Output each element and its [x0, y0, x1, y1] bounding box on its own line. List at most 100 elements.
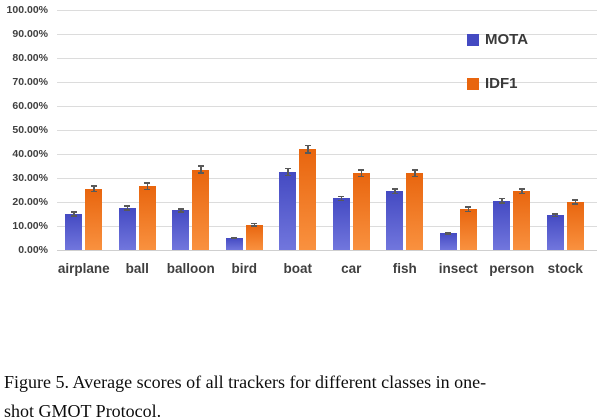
x-tick-label-bird: bird	[231, 261, 258, 276]
bar-idf1-balloon	[192, 165, 210, 250]
error-bar-cap-top	[251, 222, 258, 225]
error-bar-cap-top	[177, 208, 184, 210]
bar-idf1-stock	[566, 199, 584, 250]
error-bar-line	[447, 231, 449, 235]
bar-groups	[57, 10, 592, 250]
bar-mota-person	[493, 197, 511, 250]
gridline	[57, 250, 597, 251]
error-bar	[144, 182, 151, 191]
gridline	[57, 154, 597, 155]
figure-caption: Figure 5. Average scores of all trackers…	[4, 368, 597, 418]
error-bar	[251, 222, 258, 227]
x-tick-label-airplane: airplane	[57, 261, 110, 276]
gridline	[57, 58, 597, 59]
error-bar-line	[180, 208, 182, 213]
error-bar-cap-bottom	[304, 152, 311, 154]
error-bar	[572, 199, 579, 205]
error-bar-cap-top	[124, 205, 131, 207]
error-bar-cap-top	[445, 231, 452, 234]
gridline	[57, 106, 597, 107]
bar-idf1-person	[513, 188, 531, 250]
error-bar-line	[574, 199, 576, 205]
x-tick-label-ball: ball	[125, 261, 149, 276]
y-tick-label: 100.00%	[6, 4, 48, 16]
error-bar-line	[554, 213, 556, 218]
bar-mota-car	[332, 195, 350, 250]
error-bar	[445, 231, 452, 235]
error-bar	[124, 205, 131, 211]
error-bar-cap-bottom	[284, 174, 291, 177]
y-tick-label: 30.00%	[12, 172, 48, 184]
bar-idf1-bird	[245, 222, 263, 250]
legend-swatch-idf1-icon	[467, 77, 479, 90]
x-tick-label-car: car	[341, 261, 362, 276]
error-bar	[177, 208, 184, 213]
y-tick-label: 40.00%	[12, 148, 48, 160]
error-bar-cap-top	[358, 169, 365, 171]
error-bar-cap-bottom	[124, 209, 131, 211]
bar-group-car	[325, 10, 379, 250]
error-bar-line	[200, 165, 202, 174]
error-bar	[498, 197, 505, 204]
y-axis: 100.00% 90.00% 80.00% 70.00% 60.00% 50.00% 40.…	[0, 0, 48, 310]
bar-group-insect	[432, 10, 486, 250]
gridline	[57, 10, 597, 11]
y-tick-label: 50.00%	[12, 124, 48, 136]
error-bar-cap-bottom	[197, 172, 204, 174]
error-bar-line	[93, 185, 95, 193]
x-tick-label-stock: stock	[547, 261, 583, 276]
error-bar-cap-bottom	[465, 210, 472, 213]
error-bar-cap-bottom	[391, 192, 398, 195]
error-bar-cap-bottom	[338, 199, 345, 202]
error-bar-cap-top	[552, 213, 559, 215]
error-bar-cap-top	[284, 167, 291, 170]
y-tick-label: 80.00%	[12, 52, 48, 64]
bar-group-ball	[111, 10, 165, 250]
error-bar	[552, 213, 559, 218]
x-tick-label-insect: insect	[438, 261, 478, 276]
bar-idf1-insect	[459, 206, 477, 250]
legend-label-idf1: IDF1	[485, 75, 518, 92]
gridline	[57, 34, 597, 35]
error-bar	[358, 169, 365, 178]
legend-label-mota: MOTA	[485, 31, 529, 48]
bar-mota-fish	[386, 188, 404, 250]
error-bar-cap-bottom	[411, 175, 418, 178]
error-bar-cap-top	[70, 211, 77, 213]
error-bar	[411, 169, 418, 178]
error-bar	[304, 144, 311, 154]
error-bar-cap-top	[144, 182, 151, 184]
bar-mota-stock	[546, 213, 564, 250]
bar-group-fish	[378, 10, 432, 250]
bar-idf1-car	[352, 169, 370, 250]
error-bar	[465, 206, 472, 213]
tracker-scores-bar-chart: 100.00% 90.00% 80.00% 70.00% 60.00% 50.00% 40.…	[0, 0, 597, 310]
error-bar-cap-top	[304, 144, 311, 147]
error-bar-cap-top	[231, 236, 238, 239]
legend-item-idf1: IDF1	[467, 75, 528, 92]
bar-mota-insect	[439, 231, 457, 250]
error-bar-cap-bottom	[445, 233, 452, 235]
error-bar-cap-top	[572, 199, 579, 201]
caption-line-1: Figure 5. Average scores of all trackers…	[4, 372, 487, 392]
legend-swatch-mota-icon	[467, 33, 479, 46]
error-bar	[518, 188, 525, 195]
error-bar-line	[521, 188, 523, 195]
x-tick-label-person: person	[489, 261, 535, 276]
y-tick-label: 90.00%	[12, 28, 48, 40]
bar-group-airplane	[57, 10, 111, 250]
error-bar-cap-bottom	[70, 215, 77, 217]
error-bar-cap-bottom	[144, 188, 151, 191]
error-bar-cap-top	[338, 195, 345, 198]
error-bar-cap-bottom	[358, 175, 365, 178]
chart-legend: MOTA IDF1	[467, 31, 528, 119]
y-tick-label: 60.00%	[12, 100, 48, 112]
bar-idf1-fish	[406, 169, 424, 250]
gridline	[57, 82, 597, 83]
gridline	[57, 202, 597, 203]
error-bar-cap-bottom	[177, 211, 184, 213]
error-bar	[391, 188, 398, 195]
error-bar-cap-bottom	[518, 192, 525, 195]
bar-idf1-ball	[138, 182, 156, 250]
